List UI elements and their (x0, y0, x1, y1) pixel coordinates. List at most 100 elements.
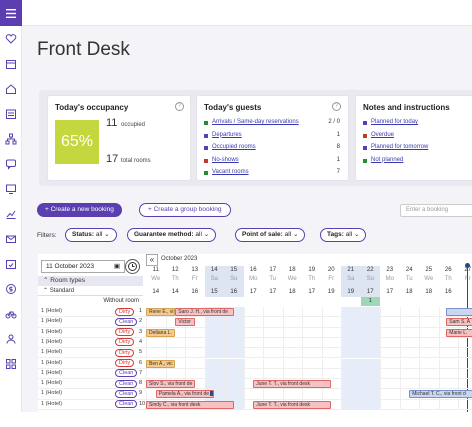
housekeeping-status[interactable]: Clean (115, 400, 138, 409)
grid-cell[interactable] (380, 358, 400, 369)
grid-cell[interactable] (399, 368, 420, 380)
grid-cell[interactable] (360, 389, 380, 400)
bike-icon[interactable] (0, 301, 22, 326)
grid-cell[interactable] (438, 307, 459, 318)
grid-cell[interactable] (399, 348, 420, 359)
grid-cell[interactable] (341, 337, 361, 349)
chevron-double-left-icon[interactable]: « (146, 254, 158, 266)
status-filter[interactable]: Status: all ⌄ (65, 228, 117, 242)
grid-cell[interactable] (399, 317, 420, 328)
grid-cell[interactable] (341, 307, 361, 318)
grid-cell[interactable] (185, 337, 205, 349)
grid-cell[interactable] (321, 317, 342, 328)
grid-cell[interactable] (224, 368, 244, 380)
grid-cell[interactable] (341, 389, 361, 400)
grid-cell[interactable] (204, 358, 224, 369)
grid-cell[interactable] (360, 379, 380, 390)
grid-cell[interactable] (341, 368, 361, 380)
guest-stat-row[interactable]: No-shows 1 (204, 157, 340, 167)
dollar-icon[interactable] (0, 276, 22, 301)
guest-stat-label[interactable]: Occupied rooms (212, 144, 256, 150)
date-picker[interactable]: 11 October 2023 ▣ (41, 260, 125, 273)
grid-cell[interactable] (302, 337, 322, 349)
note-row[interactable]: Planned for tomorrow (363, 144, 472, 154)
grid-icon[interactable] (0, 351, 22, 376)
guest-stat-label[interactable]: Vacant rooms (212, 169, 249, 175)
grid-cell[interactable] (438, 327, 459, 338)
booking-bar[interactable]: Rene E., vi (146, 308, 176, 316)
housekeeping-status[interactable]: Dirty (115, 359, 135, 367)
grid-cell[interactable] (321, 307, 342, 318)
grid-cell[interactable] (399, 379, 420, 390)
grid-cell[interactable] (165, 337, 186, 349)
note-row[interactable]: Planned for today (363, 119, 472, 129)
note-label[interactable]: Planned for today (371, 119, 419, 125)
tags-filter[interactable]: Tags: all ⌄ (320, 228, 367, 242)
create-booking-button[interactable]: + Create a new booking (37, 203, 122, 217)
grid-cell[interactable] (204, 379, 224, 390)
grid-cell[interactable] (360, 358, 380, 369)
grid-cell[interactable] (302, 307, 322, 318)
grid-cell[interactable] (165, 348, 186, 359)
grid-cell[interactable] (263, 317, 283, 328)
grid-cell[interactable] (399, 307, 420, 318)
booking-bar[interactable]: Saro J. H., via front de (175, 308, 234, 316)
booking-bar[interactable]: Slov S., via front de (146, 380, 195, 389)
grid-cell[interactable] (185, 368, 205, 380)
calendar-check-icon[interactable] (0, 251, 22, 276)
grid-cell[interactable] (321, 348, 342, 359)
grid-cell[interactable] (243, 307, 264, 318)
housekeeping-status[interactable]: Dirty (115, 328, 135, 337)
grid-cell[interactable] (243, 389, 264, 400)
housekeeping-status[interactable]: Dirty (115, 338, 135, 347)
grid-cell[interactable] (243, 348, 264, 359)
grid-cell[interactable] (224, 348, 244, 359)
grid-cell[interactable] (380, 399, 400, 410)
grid-cell[interactable] (282, 327, 303, 338)
grid-cell[interactable] (302, 389, 322, 400)
grid-cell[interactable] (321, 368, 342, 380)
grid-cell[interactable] (282, 337, 303, 349)
grid-cell[interactable] (380, 317, 400, 328)
booking-bar[interactable]: Marie L. (446, 328, 472, 337)
grid-cell[interactable] (263, 348, 283, 359)
grid-cell[interactable] (321, 337, 342, 349)
people-icon[interactable] (0, 326, 22, 351)
news-icon[interactable] (0, 101, 22, 126)
guest-stat-row[interactable]: Arrivals / Same-day reservations 2 / 0 (204, 119, 340, 129)
grid-cell[interactable] (146, 317, 166, 328)
grid-cell[interactable] (438, 317, 459, 328)
grid-cell[interactable] (185, 327, 205, 338)
booking-bar[interactable]: June T. T., via front desk (253, 380, 332, 389)
grid-cell[interactable] (224, 379, 244, 390)
grid-cell[interactable] (360, 399, 380, 410)
grid-cell[interactable] (263, 327, 283, 338)
booking-bar[interactable]: Michael T. C., via front d (409, 390, 472, 399)
grid-cell[interactable] (243, 317, 264, 328)
grid-cell[interactable] (419, 358, 439, 369)
guest-stat-label[interactable]: No-shows (212, 156, 239, 163)
grid-cell[interactable] (165, 317, 186, 328)
grid-cell[interactable] (165, 368, 186, 380)
grid-cell[interactable] (224, 337, 244, 349)
chart-icon[interactable] (0, 201, 22, 226)
grid-cell[interactable] (282, 307, 303, 318)
grid-cell[interactable] (302, 358, 322, 369)
grid-cell[interactable] (380, 368, 400, 380)
grid-cell[interactable] (360, 337, 380, 349)
grid-cell[interactable] (282, 368, 303, 380)
grid-cell[interactable] (263, 358, 283, 369)
grid-cell[interactable] (341, 348, 361, 359)
grid-cell[interactable] (185, 358, 205, 369)
housekeeping-status[interactable]: Clean (115, 389, 138, 398)
help-icon[interactable]: ? (332, 102, 341, 111)
grid-cell[interactable] (419, 379, 439, 390)
note-label[interactable]: Planned for tomorrow (371, 144, 429, 150)
grid-cell[interactable] (458, 358, 472, 369)
grid-cell[interactable] (263, 307, 283, 318)
guest-stat-row[interactable]: Occupied rooms 8 (204, 144, 340, 154)
standard-header[interactable]: ⌃ Standard (38, 287, 143, 296)
grid-cell[interactable] (360, 368, 380, 380)
grid-cell[interactable] (380, 307, 400, 318)
note-label[interactable]: Overdue (371, 131, 395, 138)
